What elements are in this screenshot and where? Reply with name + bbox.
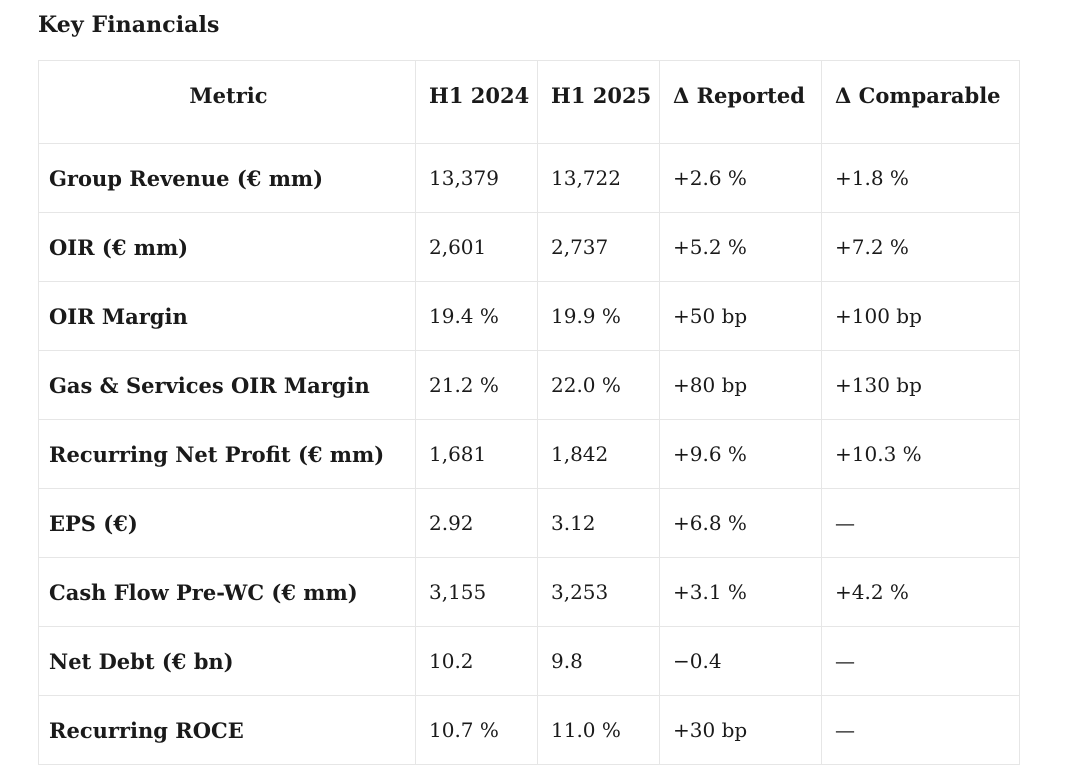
delta-reported-cell: +80 bp bbox=[659, 350, 822, 420]
table-row: Net Debt (€ bn) 10.2 9.8 −0.4 — bbox=[38, 626, 1020, 696]
delta-comparable-cell: +4.2 % bbox=[821, 557, 1020, 627]
h1-2025-cell: 3.12 bbox=[537, 488, 660, 558]
metric-cell: Recurring Net Profit (€ mm) bbox=[38, 419, 416, 489]
column-header-metric: Metric bbox=[38, 60, 416, 144]
h1-2024-cell: 10.2 bbox=[415, 626, 538, 696]
h1-2024-cell: 10.7 % bbox=[415, 695, 538, 765]
delta-reported-cell: +9.6 % bbox=[659, 419, 822, 489]
table-row: Recurring Net Profit (€ mm) 1,681 1,842 … bbox=[38, 419, 1020, 489]
delta-reported-cell: +50 bp bbox=[659, 281, 822, 351]
table-row: EPS (€) 2.92 3.12 +6.8 % — bbox=[38, 488, 1020, 558]
metric-cell: OIR Margin bbox=[38, 281, 416, 351]
metric-cell: Net Debt (€ bn) bbox=[38, 626, 416, 696]
delta-reported-cell: +3.1 % bbox=[659, 557, 822, 627]
column-header-h1-2025: H1 2025 bbox=[537, 60, 660, 144]
header-row: Metric H1 2024 H1 2025 Δ Reported Δ Comp… bbox=[38, 60, 1020, 144]
table-row: OIR (€ mm) 2,601 2,737 +5.2 % +7.2 % bbox=[38, 212, 1020, 282]
h1-2025-cell: 22.0 % bbox=[537, 350, 660, 420]
column-header-delta-comparable: Δ Comparable bbox=[821, 60, 1020, 144]
h1-2024-cell: 3,155 bbox=[415, 557, 538, 627]
table-row: Cash Flow Pre-WC (€ mm) 3,155 3,253 +3.1… bbox=[38, 557, 1020, 627]
h1-2025-cell: 2,737 bbox=[537, 212, 660, 282]
delta-comparable-cell: +10.3 % bbox=[821, 419, 1020, 489]
table-body: Group Revenue (€ mm) 13,379 13,722 +2.6 … bbox=[38, 143, 1020, 765]
section-title: Key Financials bbox=[38, 12, 220, 38]
h1-2024-cell: 1,681 bbox=[415, 419, 538, 489]
delta-reported-cell: −0.4 bbox=[659, 626, 822, 696]
delta-comparable-cell: — bbox=[821, 695, 1020, 765]
table-row: Recurring ROCE 10.7 % 11.0 % +30 bp — bbox=[38, 695, 1020, 765]
delta-comparable-cell: +130 bp bbox=[821, 350, 1020, 420]
delta-comparable-cell: +100 bp bbox=[821, 281, 1020, 351]
metric-cell: Gas & Services OIR Margin bbox=[38, 350, 416, 420]
h1-2025-cell: 1,842 bbox=[537, 419, 660, 489]
delta-reported-cell: +2.6 % bbox=[659, 143, 822, 213]
column-header-h1-2024: H1 2024 bbox=[415, 60, 538, 144]
key-financials-table: Metric H1 2024 H1 2025 Δ Reported Δ Comp… bbox=[38, 60, 1020, 765]
delta-reported-cell: +5.2 % bbox=[659, 212, 822, 282]
column-header-delta-reported: Δ Reported bbox=[659, 60, 822, 144]
metric-cell: Cash Flow Pre-WC (€ mm) bbox=[38, 557, 416, 627]
metric-cell: Recurring ROCE bbox=[38, 695, 416, 765]
delta-comparable-cell: +7.2 % bbox=[821, 212, 1020, 282]
h1-2024-cell: 13,379 bbox=[415, 143, 538, 213]
h1-2024-cell: 2,601 bbox=[415, 212, 538, 282]
h1-2025-cell: 13,722 bbox=[537, 143, 660, 213]
h1-2025-cell: 9.8 bbox=[537, 626, 660, 696]
delta-comparable-cell: — bbox=[821, 488, 1020, 558]
delta-comparable-cell: +1.8 % bbox=[821, 143, 1020, 213]
table-header: Metric H1 2024 H1 2025 Δ Reported Δ Comp… bbox=[38, 60, 1020, 144]
metric-cell: EPS (€) bbox=[38, 488, 416, 558]
h1-2024-cell: 21.2 % bbox=[415, 350, 538, 420]
delta-comparable-cell: — bbox=[821, 626, 1020, 696]
h1-2025-cell: 11.0 % bbox=[537, 695, 660, 765]
table-row: OIR Margin 19.4 % 19.9 % +50 bp +100 bp bbox=[38, 281, 1020, 351]
table-row: Gas & Services OIR Margin 21.2 % 22.0 % … bbox=[38, 350, 1020, 420]
h1-2024-cell: 2.92 bbox=[415, 488, 538, 558]
h1-2025-cell: 19.9 % bbox=[537, 281, 660, 351]
delta-reported-cell: +6.8 % bbox=[659, 488, 822, 558]
delta-reported-cell: +30 bp bbox=[659, 695, 822, 765]
metric-cell: OIR (€ mm) bbox=[38, 212, 416, 282]
table-row: Group Revenue (€ mm) 13,379 13,722 +2.6 … bbox=[38, 143, 1020, 213]
metric-cell: Group Revenue (€ mm) bbox=[38, 143, 416, 213]
h1-2025-cell: 3,253 bbox=[537, 557, 660, 627]
h1-2024-cell: 19.4 % bbox=[415, 281, 538, 351]
